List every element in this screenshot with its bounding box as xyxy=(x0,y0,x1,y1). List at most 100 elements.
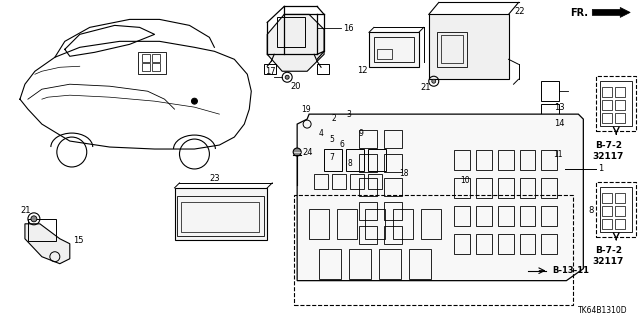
Text: 16: 16 xyxy=(343,24,354,33)
Bar xyxy=(476,178,492,198)
Bar xyxy=(602,87,612,97)
Bar xyxy=(359,130,377,148)
Bar xyxy=(384,202,402,220)
Bar xyxy=(409,249,431,279)
Bar xyxy=(520,178,536,198)
Bar xyxy=(152,63,159,71)
Bar xyxy=(615,87,625,97)
Bar xyxy=(377,49,392,59)
Bar xyxy=(541,104,559,124)
Text: B-7-2: B-7-2 xyxy=(595,246,622,255)
Text: 4: 4 xyxy=(319,129,324,137)
Bar xyxy=(359,226,377,244)
Bar xyxy=(141,54,150,62)
Bar xyxy=(152,54,159,62)
Bar xyxy=(520,234,536,254)
Polygon shape xyxy=(592,7,630,18)
Text: 18: 18 xyxy=(399,169,408,178)
Text: 32117: 32117 xyxy=(593,257,624,266)
Bar xyxy=(520,150,536,170)
Bar xyxy=(349,249,371,279)
Text: B-7-2: B-7-2 xyxy=(595,141,622,150)
Text: 17: 17 xyxy=(265,67,276,76)
Bar xyxy=(177,196,264,236)
Bar xyxy=(368,174,382,189)
Bar xyxy=(314,174,328,189)
Circle shape xyxy=(31,216,37,222)
Bar xyxy=(602,100,612,110)
Bar xyxy=(138,52,166,74)
Bar xyxy=(384,178,402,196)
Text: TK64B1310D: TK64B1310D xyxy=(579,306,628,315)
Bar xyxy=(384,130,402,148)
Text: 5: 5 xyxy=(329,135,334,144)
Bar xyxy=(28,219,56,241)
Bar xyxy=(600,81,632,126)
Bar xyxy=(602,206,612,216)
Bar xyxy=(379,249,401,279)
Bar xyxy=(441,35,463,63)
Bar xyxy=(497,150,513,170)
Text: 15: 15 xyxy=(73,236,83,245)
Bar xyxy=(175,188,268,240)
Bar xyxy=(393,209,413,239)
Bar xyxy=(384,226,402,244)
Bar xyxy=(602,193,612,203)
Text: 2: 2 xyxy=(331,114,336,122)
Bar xyxy=(541,206,557,226)
Polygon shape xyxy=(25,224,70,264)
Bar xyxy=(497,178,513,198)
Text: 23: 23 xyxy=(209,174,220,183)
Circle shape xyxy=(293,148,301,156)
Bar xyxy=(497,234,513,254)
Text: 8: 8 xyxy=(347,160,352,168)
Text: 11: 11 xyxy=(554,150,563,159)
Bar xyxy=(436,32,467,67)
Text: 12: 12 xyxy=(357,66,367,75)
Bar xyxy=(541,234,557,254)
Bar xyxy=(277,18,305,47)
Bar xyxy=(596,76,636,131)
Bar xyxy=(476,206,492,226)
Bar xyxy=(476,150,492,170)
Text: 22: 22 xyxy=(515,7,525,16)
Bar xyxy=(369,32,419,67)
Bar xyxy=(615,206,625,216)
Text: 3: 3 xyxy=(346,110,351,119)
Bar xyxy=(359,178,377,196)
Bar xyxy=(368,149,386,171)
Circle shape xyxy=(191,98,197,104)
Bar xyxy=(454,150,470,170)
Bar xyxy=(384,154,402,172)
Polygon shape xyxy=(297,114,583,281)
Bar xyxy=(602,113,612,123)
Bar xyxy=(359,202,377,220)
Bar xyxy=(332,174,346,189)
Bar xyxy=(615,100,625,110)
Text: B-13-11: B-13-11 xyxy=(552,266,589,275)
Polygon shape xyxy=(268,14,324,71)
Text: 1: 1 xyxy=(598,165,604,174)
Text: 20: 20 xyxy=(290,82,301,91)
Bar xyxy=(141,63,150,71)
Bar xyxy=(324,149,342,171)
Bar xyxy=(374,37,414,62)
Bar xyxy=(476,234,492,254)
Text: FR.: FR. xyxy=(570,8,588,19)
Bar xyxy=(294,195,573,305)
Text: 6: 6 xyxy=(339,139,344,149)
Text: 14: 14 xyxy=(554,119,565,128)
Bar xyxy=(346,149,364,171)
Bar xyxy=(350,174,364,189)
Bar xyxy=(497,206,513,226)
Text: 13: 13 xyxy=(554,103,565,112)
Circle shape xyxy=(285,75,289,79)
Text: 7: 7 xyxy=(329,152,334,161)
Text: 8: 8 xyxy=(588,206,593,215)
Bar xyxy=(365,209,385,239)
Bar xyxy=(454,178,470,198)
Bar xyxy=(541,150,557,170)
Bar xyxy=(602,219,612,229)
Text: 21: 21 xyxy=(20,206,31,215)
Bar xyxy=(429,14,509,79)
